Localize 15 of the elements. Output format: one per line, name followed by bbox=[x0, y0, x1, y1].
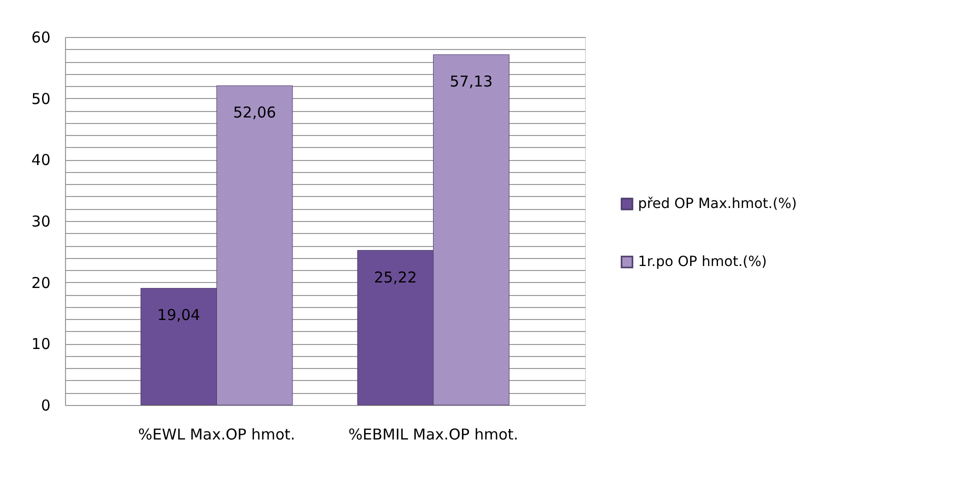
x-tick-label: %EWL Max.OP hmot. bbox=[138, 426, 296, 444]
data-label: 57,13 bbox=[450, 72, 493, 91]
x-tick-label: %EBMIL Max.OP hmot. bbox=[348, 426, 518, 444]
y-tick-label: 60 bbox=[31, 28, 50, 46]
data-label: 25,22 bbox=[374, 268, 417, 286]
y-tick-label: 0 bbox=[40, 396, 50, 414]
y-tick-label: 30 bbox=[31, 212, 50, 230]
y-tick-label: 20 bbox=[31, 274, 50, 292]
y-tick-label: 40 bbox=[31, 151, 50, 170]
data-label: 19,04 bbox=[157, 306, 200, 324]
y-tick-label: 10 bbox=[31, 335, 50, 354]
y-tick-label: 50 bbox=[31, 90, 50, 108]
legend-label: před OP Max.hmot.(%) bbox=[638, 196, 797, 212]
legend-label: 1r.po OP hmot.(%) bbox=[638, 254, 767, 270]
data-label: 52,06 bbox=[233, 104, 276, 122]
